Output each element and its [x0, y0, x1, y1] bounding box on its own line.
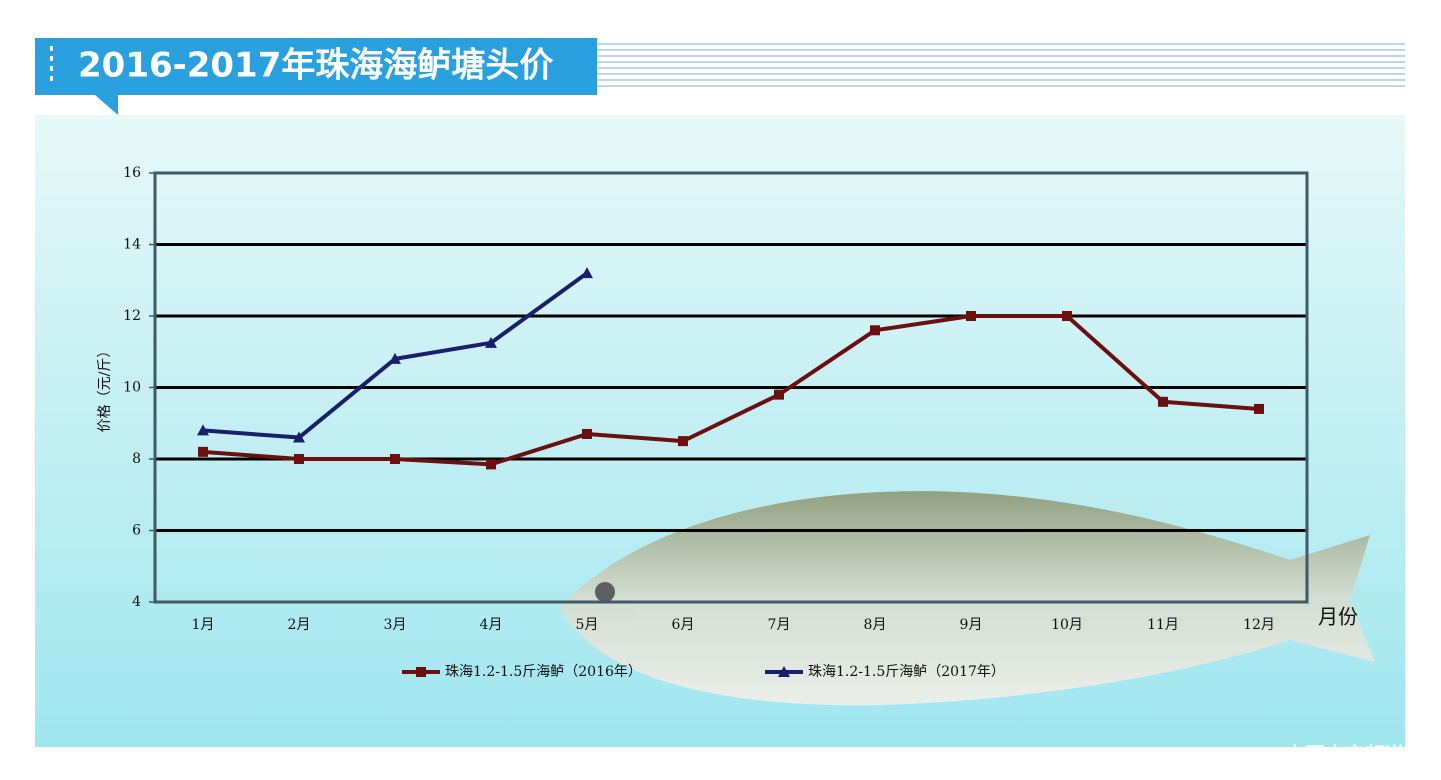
- series-marker: [486, 459, 496, 470]
- y-tick-label: 8: [132, 451, 141, 467]
- chart-title: 2016-2017年珠海海鲈塘头价: [78, 46, 553, 86]
- legend-marker: [778, 666, 790, 677]
- y-tick-label: 16: [123, 165, 141, 181]
- x-tick-label: 11月: [1147, 617, 1179, 633]
- y-axis-label: 价格（元/斤）: [97, 344, 113, 433]
- y-tick-label: 10: [123, 380, 141, 396]
- series-marker: [678, 436, 688, 447]
- header-stripes: [597, 40, 1405, 90]
- series-marker: [389, 352, 401, 364]
- series-marker: [582, 428, 592, 439]
- series-marker: [293, 431, 305, 443]
- series-marker: [870, 325, 880, 336]
- y-tick-label: 14: [123, 237, 141, 253]
- y-tick-label: 12: [123, 308, 141, 324]
- x-tick-label: 8月: [864, 617, 887, 633]
- x-tick-label: 3月: [384, 617, 407, 633]
- x-tick-label: 2月: [288, 617, 311, 633]
- y-tick-label: 4: [132, 594, 141, 610]
- x-axis-label: 月份: [1318, 605, 1358, 629]
- series-marker: [1254, 403, 1264, 414]
- x-tick-label: 4月: [480, 617, 503, 633]
- x-tick-label: 5月: [576, 617, 599, 633]
- x-tick-label: 10月: [1051, 617, 1083, 633]
- y-tick-label: 6: [132, 523, 141, 539]
- series-marker: [198, 446, 208, 457]
- legend-label: 珠海1.2-1.5斤海鲈（2016年）: [445, 664, 642, 680]
- legend-marker: [416, 667, 426, 677]
- series-marker: [485, 336, 497, 348]
- title-banner: [35, 38, 597, 115]
- x-tick-label: 7月: [768, 617, 791, 633]
- series-marker: [966, 311, 976, 321]
- series-marker: [1062, 311, 1072, 321]
- fish-image: [560, 491, 1375, 706]
- series-marker: [294, 454, 304, 464]
- x-tick-label: 1月: [192, 617, 215, 633]
- series-marker: [197, 424, 209, 436]
- plot-frame: [153, 171, 1309, 604]
- x-tick-label: 12月: [1243, 617, 1275, 633]
- x-tick-label: 6月: [672, 617, 695, 633]
- series-marker: [774, 389, 784, 400]
- x-tick-label: 9月: [960, 617, 983, 633]
- series-marker: [390, 454, 400, 464]
- series-marker: [581, 267, 593, 279]
- series-line: [202, 314, 1260, 467]
- series-marker: [1158, 396, 1168, 407]
- watermark: 中国水产频道: [1285, 743, 1405, 767]
- legend-label: 珠海1.2-1.5斤海鲈（2017年）: [808, 664, 1005, 680]
